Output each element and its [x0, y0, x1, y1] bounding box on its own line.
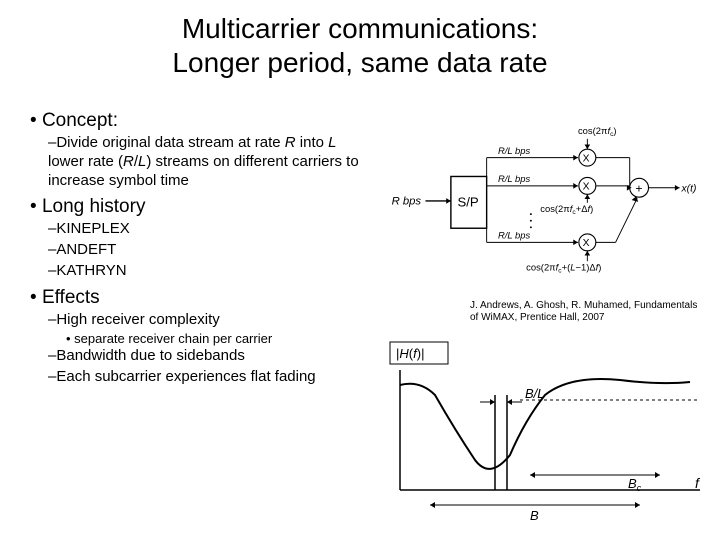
- frequency-diagram: |H(f)| B/L Bc B f: [380, 340, 710, 530]
- cos-mid: cos(2πfc+Δf): [540, 203, 593, 216]
- output-label: x(t): [680, 184, 696, 195]
- branch-label-2: R/L bps: [498, 173, 531, 184]
- bullet-effects-1-sub: • separate receiver chain per carrier: [66, 331, 370, 346]
- f-label: f: [695, 475, 701, 491]
- citation: J. Andrews, A. Ghosh, R. Muhamed, Fundam…: [470, 300, 700, 324]
- title-line-2: Longer period, same data rate: [0, 46, 720, 80]
- bullet-effects-2: –Bandwidth due to sidebands: [48, 347, 370, 366]
- svg-text:X: X: [583, 153, 590, 164]
- block-diagram: R bps S/P R/L bps X cos(2πfc) R/L bps X …: [380, 120, 710, 280]
- branch-label-1: R/L bps: [498, 145, 531, 156]
- bullet-effects: • Effects: [30, 287, 370, 309]
- cos-top: cos(2πfc): [578, 125, 617, 138]
- bullet-list: • Concept: –Divide original data stream …: [30, 110, 370, 389]
- title-line-1: Multicarrier communications:: [0, 12, 720, 46]
- input-label: R bps: [392, 196, 422, 208]
- bullet-history-1: –KINEPLEX: [48, 220, 370, 239]
- bullet-history: • Long history: [30, 196, 370, 218]
- svg-text:+: +: [635, 181, 642, 195]
- bl-label: B/L: [525, 386, 545, 401]
- bullet-effects-3: –Each subcarrier experiences flat fading: [48, 368, 370, 387]
- branch-label-3: R/L bps: [498, 230, 531, 241]
- bullet-history-3: –KATHRYN: [48, 262, 370, 281]
- bullet-concept: • Concept:: [30, 110, 370, 132]
- svg-text:X: X: [583, 238, 590, 249]
- bullet-effects-1: –High receiver complexity: [48, 311, 370, 330]
- bc-label: Bc: [628, 476, 642, 493]
- bullet-history-2: –ANDEFT: [48, 241, 370, 260]
- bullet-concept-sub: –Divide original data stream at rate R i…: [48, 134, 370, 190]
- cos-bot: cos(2πfc+(L−1)Δf): [526, 262, 601, 275]
- svg-text:|H(f)|: |H(f)|: [396, 346, 424, 361]
- b-label: B: [530, 508, 539, 523]
- svg-text:X: X: [583, 182, 590, 193]
- sp-label: S/P: [457, 195, 478, 210]
